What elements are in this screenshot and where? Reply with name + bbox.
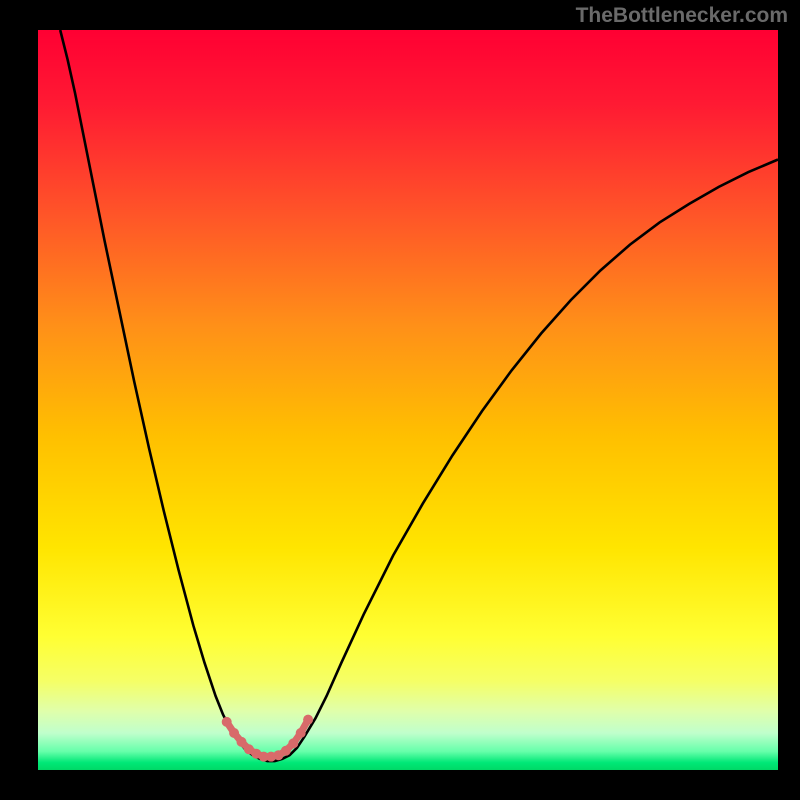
valley-dot bbox=[222, 717, 232, 727]
chart-svg bbox=[38, 30, 778, 770]
valley-dot bbox=[229, 728, 239, 738]
watermark-text: TheBottlenecker.com bbox=[576, 4, 788, 28]
valley-dot bbox=[296, 728, 306, 738]
valley-dot bbox=[303, 715, 313, 725]
chart-plot-area bbox=[38, 30, 778, 770]
valley-dot bbox=[237, 737, 247, 747]
gradient-background bbox=[38, 30, 778, 770]
valley-dot bbox=[281, 746, 291, 756]
valley-dot bbox=[288, 738, 298, 748]
